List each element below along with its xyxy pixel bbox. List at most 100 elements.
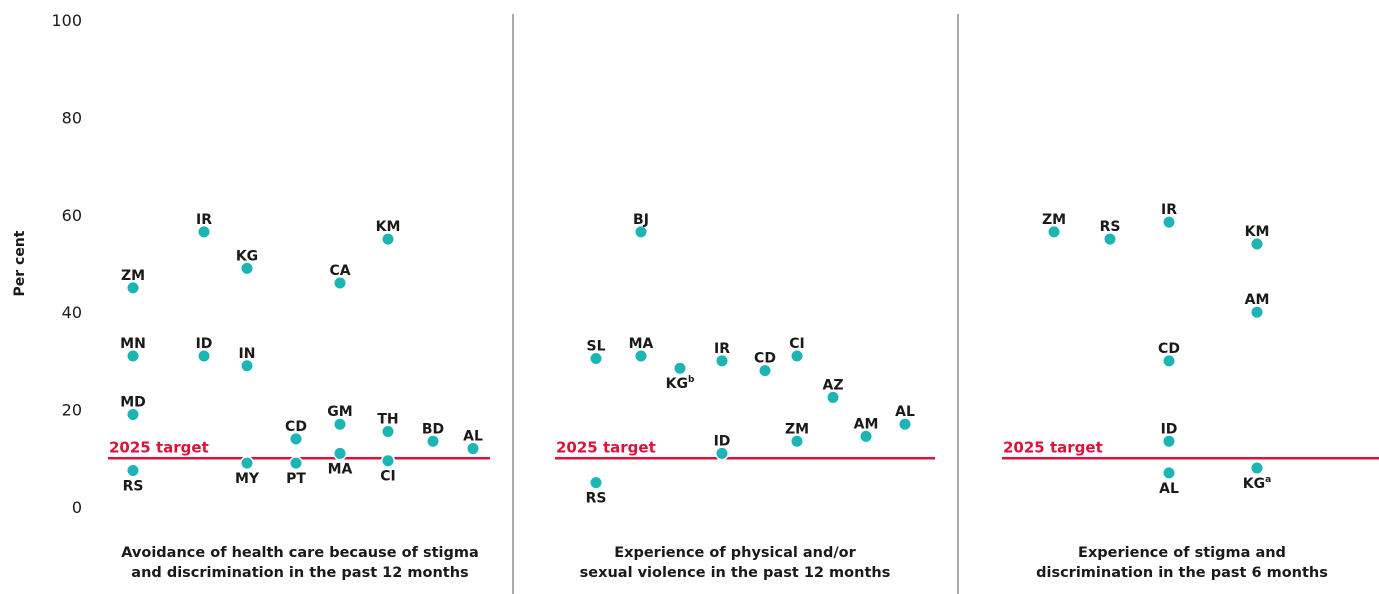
point-label: IN	[239, 346, 256, 362]
data-point	[1163, 355, 1175, 367]
point-label: BD	[422, 421, 444, 437]
point-label: IR	[196, 212, 212, 228]
data-point	[241, 262, 253, 274]
data-point	[127, 350, 139, 362]
point-label: ID	[196, 336, 213, 352]
data-point	[1104, 233, 1116, 245]
panel-2: 2025 target SL RS BJ MA KGb IR ID CD CI ZM AZ AM AL Ex…	[555, 212, 935, 581]
point-label: RS	[1100, 219, 1121, 235]
point-label: IR	[714, 341, 730, 357]
data-point	[198, 226, 210, 238]
data-point	[1251, 238, 1263, 250]
point-label: MA	[629, 336, 654, 352]
data-point	[716, 447, 728, 459]
point-label: KGa	[1243, 475, 1271, 492]
data-point	[791, 435, 803, 447]
y-tick-label: 60	[62, 206, 82, 225]
y-tick-label: 100	[51, 11, 82, 30]
point-label: ID	[1161, 421, 1178, 437]
point-label: ZM	[121, 268, 145, 284]
point-label: AL	[1159, 481, 1179, 497]
data-point	[860, 430, 872, 442]
point-label: GM	[327, 404, 352, 420]
point-label: ZM	[1042, 212, 1066, 228]
point-label: AZ	[823, 377, 844, 393]
target-label: 2025 target	[556, 438, 656, 456]
point-label: AM	[854, 416, 879, 432]
data-point	[1251, 306, 1263, 318]
point-label: ID	[714, 433, 731, 449]
point-label: MA	[328, 461, 353, 477]
point-label: AM	[1245, 292, 1270, 308]
data-point	[1163, 216, 1175, 228]
point-label: IR	[1161, 202, 1177, 218]
panel-title-line: Experience of stigma and	[1078, 545, 1286, 561]
data-point	[427, 435, 439, 447]
panel-title-line: sexual violence in the past 12 months	[580, 565, 891, 581]
y-axis-title: Per cent	[12, 230, 28, 296]
data-point	[635, 350, 647, 362]
y-tick-label: 80	[62, 108, 82, 127]
point-label: AL	[895, 404, 915, 420]
point-label: CA	[329, 263, 350, 279]
data-point	[334, 447, 346, 459]
data-point	[334, 418, 346, 430]
y-tick-label: 20	[62, 401, 82, 420]
data-point	[382, 233, 394, 245]
data-point	[674, 362, 686, 374]
point-label: RS	[586, 491, 607, 507]
data-point	[382, 426, 394, 438]
point-label: CD	[754, 351, 776, 367]
point-label: PT	[286, 471, 306, 487]
data-point	[382, 455, 394, 467]
data-point	[827, 391, 839, 403]
data-point	[198, 350, 210, 362]
data-point	[716, 355, 728, 367]
data-point	[1163, 467, 1175, 479]
data-point	[899, 418, 911, 430]
point-label: KM	[1245, 224, 1270, 240]
data-point	[290, 433, 302, 445]
point-label: KGb	[666, 375, 695, 392]
data-point	[1048, 226, 1060, 238]
panel-1: 2025 target ZM MN MD RS IR ID KG IN MY CD PT CA GM MA K…	[108, 212, 490, 581]
target-label: 2025 target	[109, 438, 209, 456]
data-point	[590, 477, 602, 489]
data-point	[590, 352, 602, 364]
panel-title-line: discrimination in the past 6 months	[1036, 565, 1328, 581]
point-label: RS	[123, 478, 144, 494]
point-label: KG	[236, 248, 258, 264]
data-point	[1251, 462, 1263, 474]
data-point	[759, 365, 771, 377]
panel-title-line: Experience of physical and/or	[614, 545, 856, 561]
point-label: MD	[120, 394, 146, 410]
data-point	[127, 282, 139, 294]
data-point	[334, 277, 346, 289]
point-label: CI	[789, 336, 804, 352]
data-point	[1163, 435, 1175, 447]
point-label: CD	[1158, 341, 1180, 357]
point-label: KM	[376, 219, 401, 235]
point-label: CD	[285, 419, 307, 435]
y-tick-label: 0	[72, 498, 82, 517]
panel-title-line: and discrimination in the past 12 months	[131, 565, 468, 581]
point-label: AL	[463, 429, 483, 445]
point-label: BJ	[633, 212, 649, 228]
data-point	[127, 408, 139, 420]
data-point	[241, 360, 253, 372]
target-label: 2025 target	[1003, 438, 1103, 456]
point-label: CI	[380, 469, 395, 485]
data-point	[241, 457, 253, 469]
y-tick-label: 40	[62, 303, 82, 322]
point-label: ZM	[785, 421, 809, 437]
panel-3: 2025 target ZM RS IR CD ID AL KM AM KGa Experience…	[1002, 202, 1379, 581]
point-label: MN	[120, 336, 146, 352]
point-label: TH	[377, 412, 398, 428]
data-point	[290, 457, 302, 469]
data-point	[127, 464, 139, 476]
point-label: MY	[235, 471, 260, 487]
point-label: SL	[586, 338, 605, 354]
data-point	[635, 226, 647, 238]
data-point	[467, 443, 479, 455]
